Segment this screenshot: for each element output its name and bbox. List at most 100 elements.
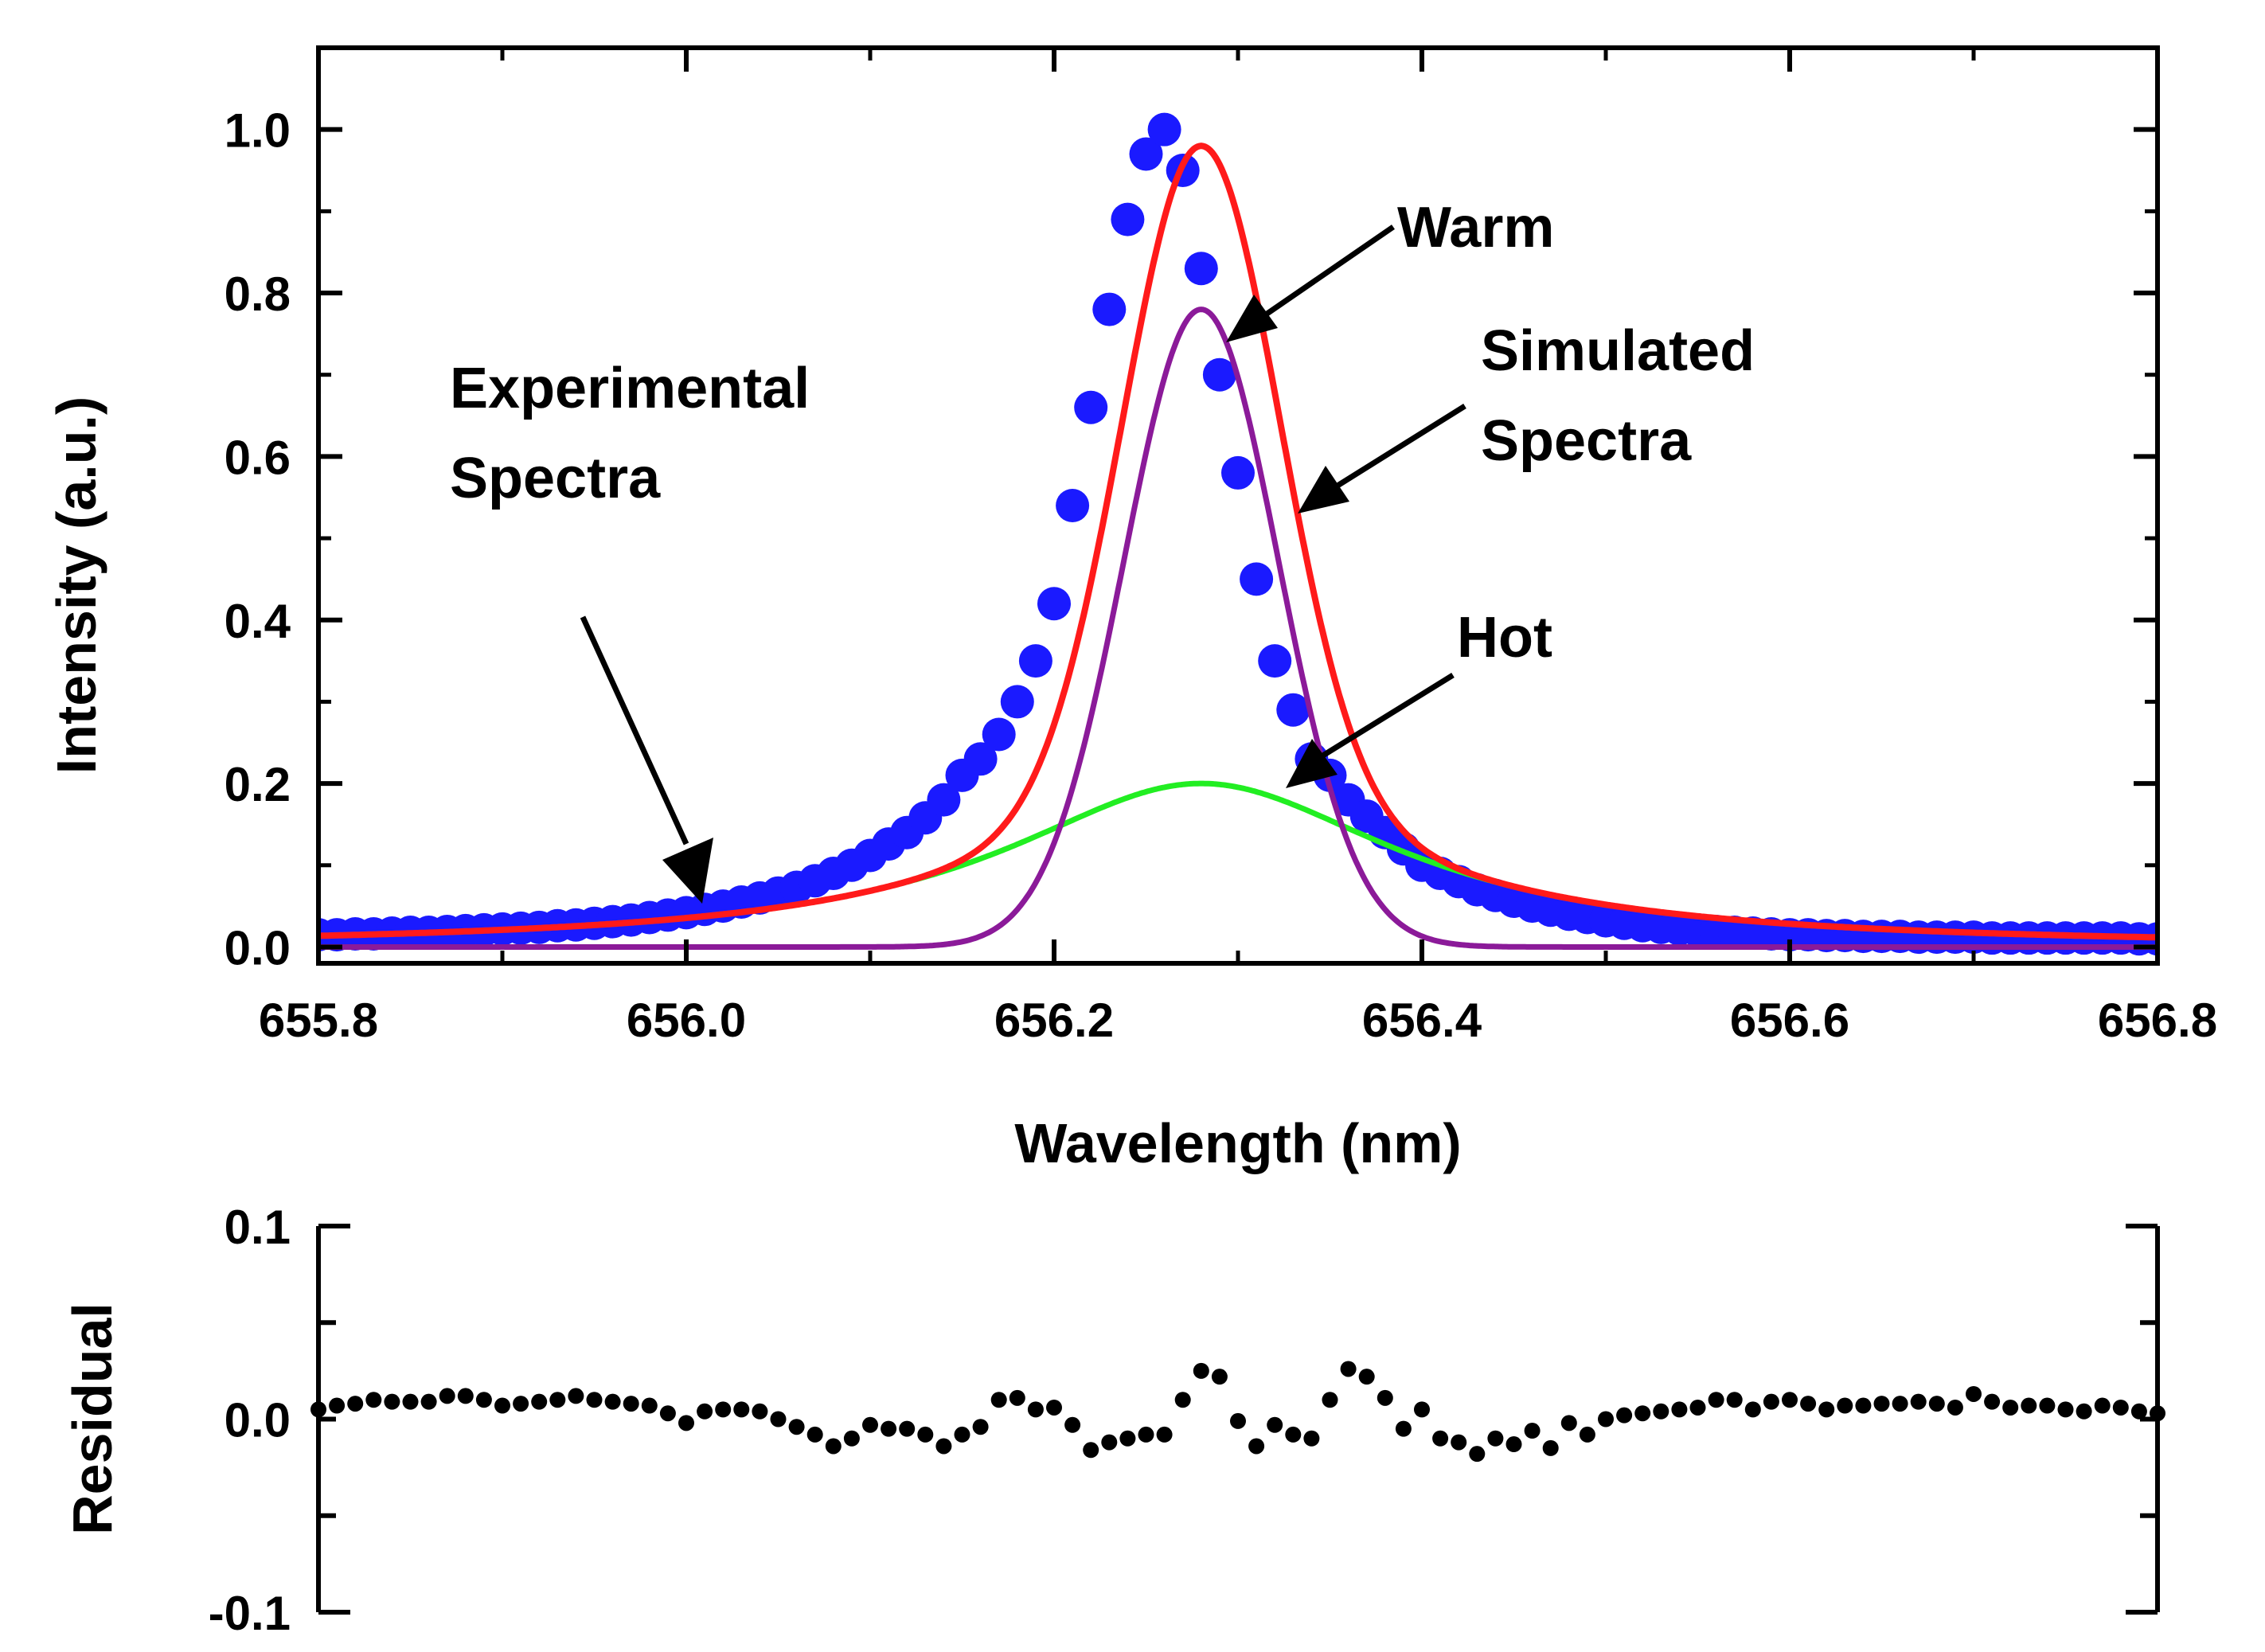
residual-point [1671, 1401, 1688, 1418]
residual-point [1928, 1396, 1945, 1412]
residual-point [1782, 1392, 1798, 1408]
residual-point [475, 1392, 492, 1408]
residual-point [1174, 1392, 1191, 1408]
residual-point [1414, 1401, 1430, 1418]
residual-point [1818, 1401, 1835, 1418]
residual-point [1469, 1446, 1486, 1463]
residual-y-tick-label: -0.1 [209, 1587, 291, 1640]
residual-point [770, 1411, 787, 1427]
annotation-experimental-spectra: Experimental Spectra [450, 357, 810, 904]
experimental-point [1240, 562, 1274, 596]
residual-point [1230, 1412, 1246, 1429]
experimental-point [1129, 137, 1163, 171]
residual-point [1505, 1436, 1522, 1453]
residual-point [2112, 1399, 2129, 1416]
experimental-point [1111, 202, 1145, 236]
residual-point [1303, 1430, 1320, 1447]
residual-point [347, 1396, 364, 1412]
residual-point [1322, 1392, 1338, 1408]
residual-point [1358, 1369, 1375, 1385]
residual-y-axis-title: Residual [61, 1302, 123, 1535]
annotation-simulated-spectra: Simulated Spectra [1298, 319, 1755, 514]
residual-point [862, 1416, 878, 1433]
residual-point [806, 1426, 823, 1443]
residual-point [1947, 1399, 1963, 1416]
experimental-point [1056, 489, 1090, 522]
experimental-point [1202, 357, 1236, 392]
experimental-point [927, 783, 961, 817]
residual-point [935, 1438, 952, 1455]
experimental-point [1184, 252, 1218, 286]
residual-point [1009, 1389, 1025, 1406]
y-tick-label: 1.0 [225, 104, 291, 158]
experimental-point [1092, 292, 1127, 326]
residual-point [1966, 1385, 1982, 1402]
x-tick-label: 656.2 [994, 994, 1114, 1047]
residual-point [494, 1397, 510, 1414]
residual-point [623, 1396, 639, 1412]
annotation-hot-arrow [1320, 673, 1455, 759]
residual-point [2002, 1399, 2019, 1416]
residual-point [1156, 1426, 1173, 1443]
residual-point [531, 1393, 548, 1410]
simulated-curve [318, 143, 2158, 941]
residual-point [1340, 1361, 1357, 1377]
annotation-warm-arrow [1264, 225, 1395, 317]
residual-point [420, 1393, 437, 1410]
annotation-simulated-line1: Simulated [1481, 319, 1755, 383]
residual-point [1689, 1399, 1706, 1416]
residual-point [899, 1420, 916, 1437]
x-tick-label: 655.8 [259, 994, 378, 1047]
residual-point [843, 1430, 860, 1447]
residual-point [1193, 1362, 1209, 1379]
residual-point [1524, 1423, 1541, 1439]
residual-y-tick-label: 0.1 [225, 1201, 291, 1254]
residual-point [439, 1388, 455, 1404]
experimental-point [1018, 644, 1052, 678]
experimental-point [1000, 685, 1034, 719]
main-axis-ticks: 655.8 656.0 656.2 656.4 656.6 656.8 0.0 0.2 0.4 0… [225, 45, 2217, 1047]
residual-point [457, 1388, 474, 1404]
residual-point [1285, 1426, 1302, 1443]
main-x-axis-title: Wavelength (nm) [1014, 1112, 1461, 1174]
residual-point [1138, 1426, 1154, 1443]
residual-point [2021, 1397, 2037, 1414]
residual-point [513, 1396, 529, 1412]
experimental-point [1258, 644, 1292, 678]
experimental-point [1221, 455, 1255, 490]
residual-point [586, 1392, 603, 1408]
residual-point [1726, 1392, 1743, 1408]
residual-point [1653, 1403, 1669, 1420]
residual-point [384, 1393, 400, 1410]
residual-point [1910, 1393, 1927, 1410]
residual-point [2130, 1403, 2147, 1420]
residual-point [697, 1403, 713, 1420]
residual-point [2094, 1397, 2111, 1414]
y-tick-label: 0.8 [225, 268, 291, 321]
residual-point [1616, 1407, 1633, 1424]
residual-point [1101, 1434, 1118, 1451]
residual-point [2150, 1405, 2165, 1422]
annotation-experimental-arrowhead [662, 838, 713, 904]
x-tick-label: 656.0 [627, 994, 746, 1047]
experimental-point [1276, 693, 1310, 727]
residual-point [1432, 1430, 1449, 1447]
experimental-point [1147, 112, 1181, 146]
annotation-simulated-arrowhead [1298, 466, 1349, 514]
residual-point [2039, 1397, 2056, 1414]
residual-point [1892, 1396, 1908, 1412]
main-plot-area [318, 112, 2158, 956]
residual-point [1708, 1392, 1724, 1408]
y-tick-label: 0.4 [225, 595, 291, 648]
residual-point [1634, 1405, 1651, 1422]
residual-point [1248, 1438, 1265, 1455]
y-tick-label: 0.0 [225, 921, 291, 974]
residual-point [402, 1393, 419, 1410]
residual-point [1119, 1430, 1136, 1447]
residual-point [549, 1392, 566, 1408]
experimental-point [982, 717, 1016, 752]
residual-point [788, 1419, 805, 1435]
residual-point [2076, 1403, 2092, 1420]
experimental-point [1037, 587, 1071, 621]
